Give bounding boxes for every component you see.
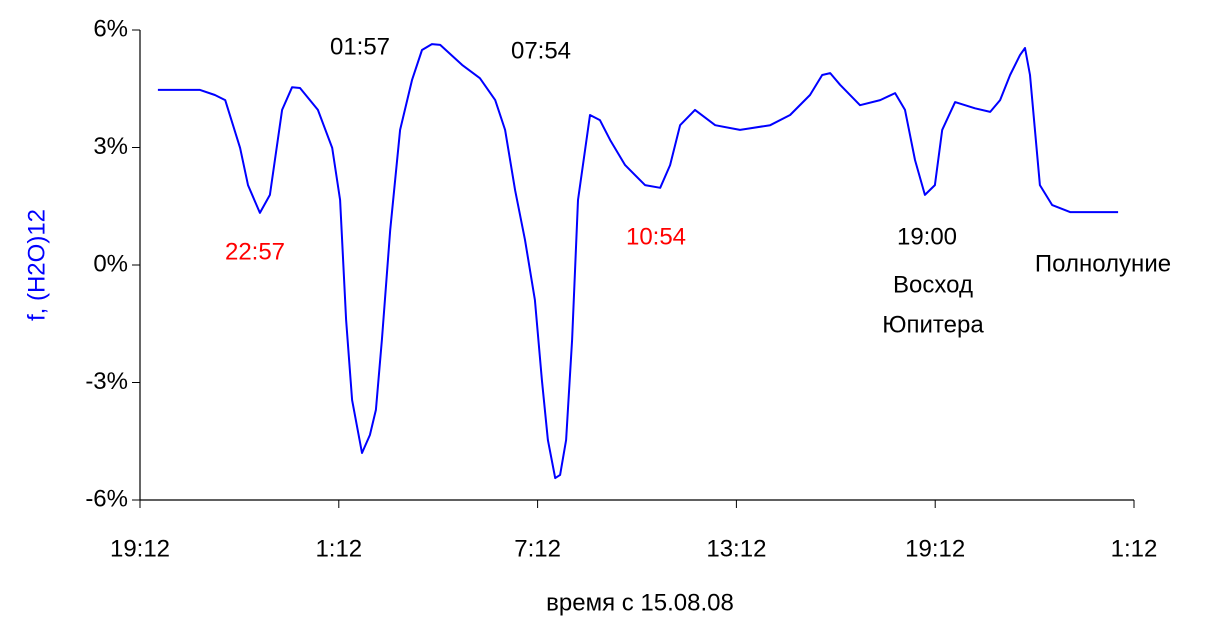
- x-axis-label: время с 15.08.08: [546, 589, 734, 616]
- x-tick-label: 13:12: [706, 535, 766, 562]
- annotation: 07:54: [511, 37, 571, 64]
- annotation: 19:00: [897, 223, 957, 250]
- annotation: 10:54: [626, 223, 686, 250]
- y-tick-label: -3%: [85, 368, 128, 395]
- y-axis-label: f, (H2O)12: [23, 209, 50, 321]
- data-line: [157, 43, 1119, 480]
- y-tick-label: -6%: [85, 485, 128, 512]
- annotation: 22:57: [225, 238, 285, 265]
- y-tick-label: 6%: [93, 15, 128, 42]
- annotation: Восход: [893, 271, 973, 298]
- x-tick-label: 7:12: [514, 535, 561, 562]
- y-tick-label: 0%: [93, 250, 128, 277]
- x-tick-label: 19:12: [110, 535, 170, 562]
- annotation: Юпитера: [882, 311, 984, 338]
- annotation: 01:57: [330, 33, 390, 60]
- x-tick-label: 19:12: [905, 535, 965, 562]
- y-tick-label: 3%: [93, 133, 128, 160]
- annotation: Полнолуние: [1035, 250, 1171, 277]
- x-tick-label: 1:12: [315, 535, 362, 562]
- x-tick-label: 1:12: [1111, 535, 1158, 562]
